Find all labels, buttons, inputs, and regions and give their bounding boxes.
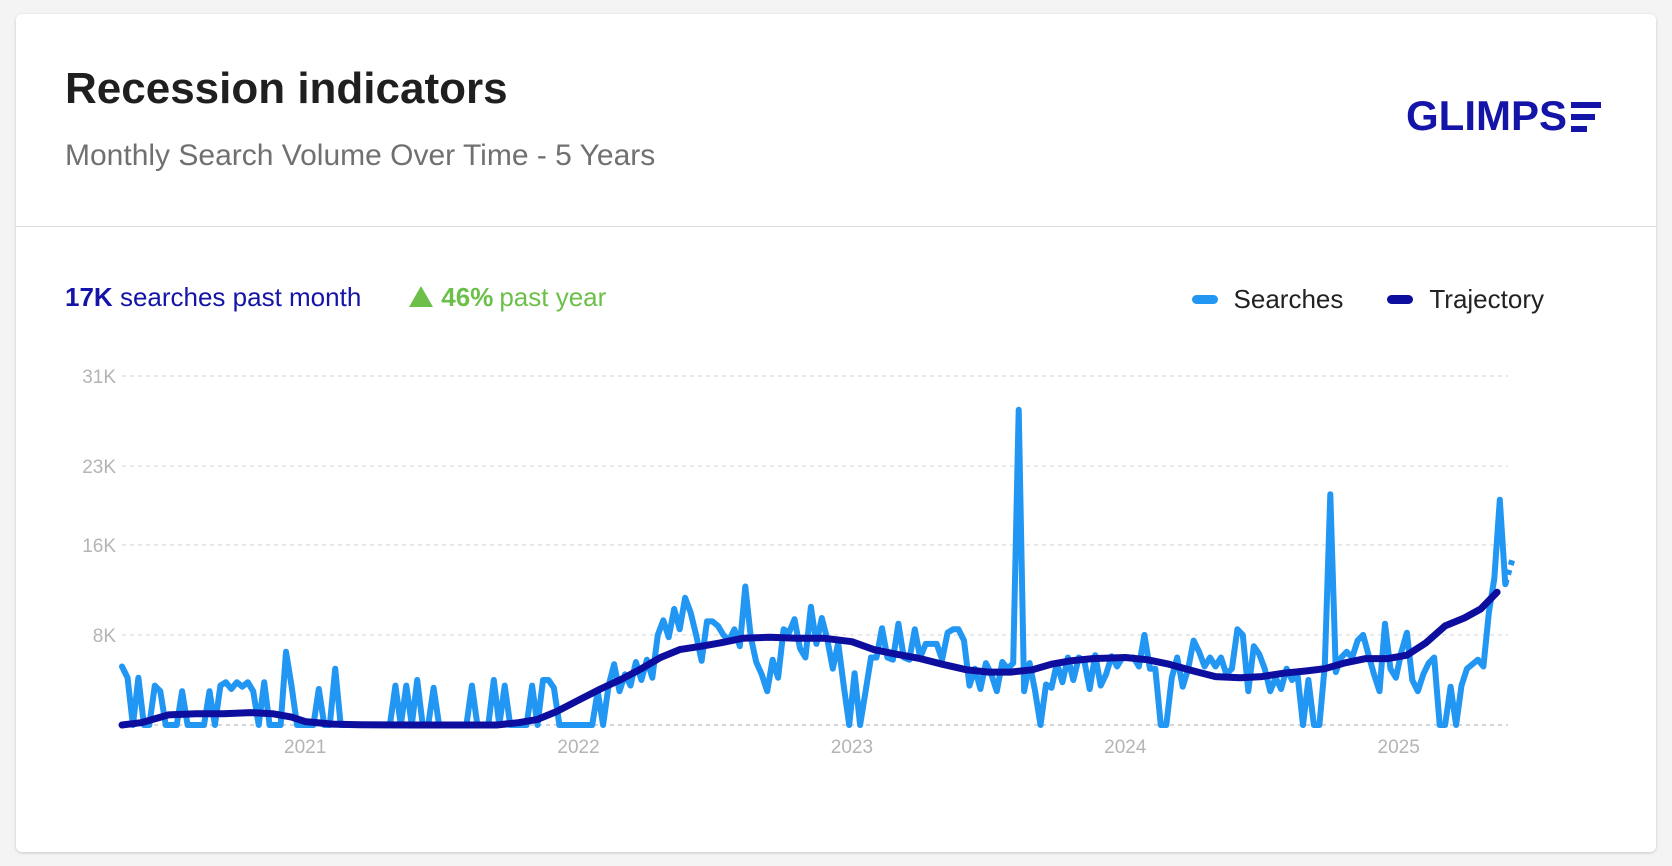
chart-card: Recession indicators Monthly Search Volu… <box>16 14 1656 852</box>
legend-swatch-trajectory <box>1387 295 1414 304</box>
card-header: Recession indicators Monthly Search Volu… <box>16 14 1656 227</box>
svg-text:GLIMPS: GLIMPS <box>1406 94 1567 134</box>
searches-projection-segment <box>1502 555 1517 586</box>
legend-item-trajectory[interactable]: Trajectory <box>1387 284 1544 315</box>
page-title: Recession indicators <box>65 64 508 113</box>
glimpse-logo[interactable]: GLIMPS <box>1406 92 1602 139</box>
y-axis-ticks: 8K 16K 23K 31K <box>82 367 116 647</box>
x-tick-label: 2023 <box>831 737 873 758</box>
series-line-searches <box>119 406 1509 728</box>
chart-lines <box>118 406 1517 729</box>
x-tick-label: 2025 <box>1378 737 1420 758</box>
page-subtitle: Monthly Search Volume Over Time - 5 Year… <box>65 139 656 172</box>
glimpse-logo-icon: GLIMPS <box>1406 92 1601 139</box>
legend-swatch-searches <box>1191 295 1218 304</box>
series-line-trajectory <box>118 588 1501 729</box>
y-tick-label: 31K <box>82 367 116 388</box>
growth-value: 46% <box>441 282 494 312</box>
legend-label-trajectory: Trajectory <box>1429 284 1544 314</box>
search-volume-label: searches past month <box>119 282 362 312</box>
x-tick-label: 2021 <box>284 737 326 758</box>
stats-row: 17K searches past month 46% past year <box>65 282 606 313</box>
chart-legend: Searches Trajectory <box>1148 284 1544 315</box>
search-volume-stat: 17K searches past month <box>65 282 361 313</box>
search-volume-chart: 8K 16K 23K 31K 2021 2022 2023 2024 2025 <box>82 367 1517 758</box>
x-tick-label: 2024 <box>1104 737 1147 758</box>
chart-grid <box>122 375 1508 726</box>
y-tick-label: 8K <box>93 626 117 647</box>
legend-label-searches: Searches <box>1233 284 1344 314</box>
x-axis-ticks: 2021 2022 2023 2024 2025 <box>284 737 1420 758</box>
search-volume-value: 17K <box>65 282 113 312</box>
legend-item-searches[interactable]: Searches <box>1191 284 1344 315</box>
y-tick-label: 23K <box>82 457 116 478</box>
growth-label: past year <box>499 282 607 312</box>
y-tick-label: 16K <box>82 536 116 557</box>
growth-stat: 46% past year <box>409 282 606 313</box>
x-tick-label: 2022 <box>557 737 599 758</box>
growth-up-arrow-icon <box>409 286 434 307</box>
